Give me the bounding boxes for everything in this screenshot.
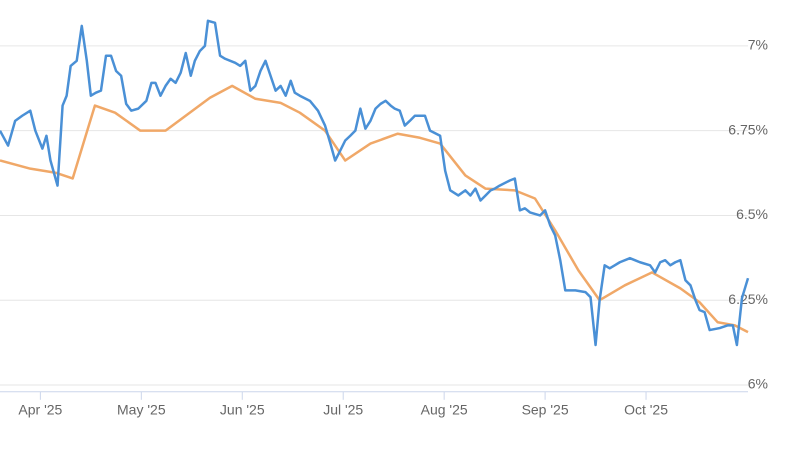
x-tick-label: Jul '25 [323, 402, 363, 418]
y-tick-label: 7% [748, 37, 768, 53]
x-tick-label: May '25 [117, 402, 166, 418]
y-tick-label: 6.75% [728, 121, 768, 137]
y-tick-label: 6.25% [728, 291, 768, 307]
x-tick-label: Aug '25 [421, 402, 468, 418]
y-tick-label: 6% [748, 376, 768, 392]
series-line [0, 19, 750, 347]
x-tick-label: Apr '25 [18, 402, 62, 418]
series-line [0, 84, 749, 334]
x-tick-label: Oct '25 [624, 402, 668, 418]
x-tick-label: Jun '25 [220, 402, 265, 418]
y-tick-label: 6.5% [736, 206, 768, 222]
x-tick-label: Sep '25 [522, 402, 569, 418]
